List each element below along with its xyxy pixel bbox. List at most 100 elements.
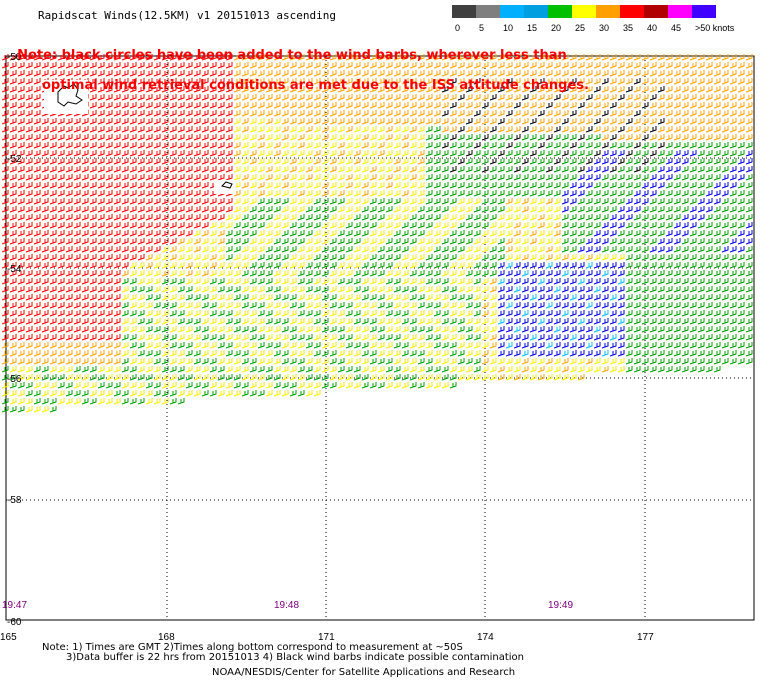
wind-barb	[145, 310, 153, 317]
wind-barb	[481, 166, 489, 173]
wind-barb	[57, 134, 65, 141]
wind-barb	[281, 334, 289, 341]
wind-barb	[385, 206, 393, 213]
wind-barb	[201, 350, 209, 357]
wind-barb	[353, 318, 361, 325]
wind-barb	[425, 94, 433, 101]
wind-barb	[241, 62, 249, 69]
wind-barb	[169, 254, 177, 261]
wind-barb	[641, 70, 649, 77]
wind-barb	[697, 302, 705, 309]
wind-barb	[713, 358, 721, 365]
wind-barb	[273, 134, 281, 141]
wind-barb	[481, 318, 489, 325]
wind-barb	[305, 94, 313, 101]
wind-barb	[57, 54, 65, 61]
wind-barb	[513, 174, 521, 181]
wind-barb	[665, 174, 673, 181]
wind-barb	[521, 150, 529, 157]
wind-barb	[33, 94, 41, 101]
wind-barb	[89, 350, 97, 357]
wind-barb	[545, 310, 553, 317]
wind-barb	[97, 270, 105, 277]
wind-barb	[233, 214, 241, 221]
wind-barb	[641, 86, 649, 93]
wind-barb	[153, 342, 161, 349]
wind-barb	[1, 278, 9, 285]
wind-barb	[289, 150, 297, 157]
wind-barb	[393, 326, 401, 333]
wind-barb	[361, 142, 369, 149]
wind-barb	[321, 374, 329, 381]
wind-barb	[273, 342, 281, 349]
wind-barb	[249, 190, 257, 197]
wind-barb	[177, 310, 185, 317]
wind-barb	[569, 294, 577, 301]
wind-barb	[65, 366, 73, 373]
wind-barb	[665, 214, 673, 221]
wind-barb	[33, 358, 41, 365]
wind-barb	[649, 54, 657, 61]
wind-barb	[41, 294, 49, 301]
wind-barb	[681, 326, 689, 333]
wind-barb	[729, 222, 737, 229]
wind-barb	[721, 54, 729, 61]
wind-barb	[153, 174, 161, 181]
wind-barb	[473, 310, 481, 317]
wind-barb	[505, 142, 513, 149]
wind-barb	[385, 246, 393, 253]
wind-barb	[465, 278, 473, 285]
wind-barb	[217, 158, 225, 165]
wind-barb	[393, 214, 401, 221]
wind-barb	[545, 326, 553, 333]
wind-barb	[153, 94, 161, 101]
wind-barb	[297, 158, 305, 165]
wind-barb	[321, 166, 329, 173]
wind-barb	[537, 126, 545, 133]
wind-barb	[193, 78, 201, 85]
wind-barb	[465, 110, 473, 117]
wind-barb	[665, 294, 673, 301]
wind-barb	[49, 366, 57, 373]
wind-barb	[665, 230, 673, 237]
wind-barb	[729, 294, 737, 301]
wind-barb	[465, 270, 473, 277]
wind-barb	[369, 70, 377, 77]
wind-barb	[233, 326, 241, 333]
wind-barb	[705, 350, 713, 357]
wind-barb	[281, 126, 289, 133]
wind-barb	[241, 326, 249, 333]
wind-barb	[225, 246, 233, 253]
wind-barb	[625, 190, 633, 197]
wind-barb	[249, 206, 257, 213]
wind-barb	[57, 278, 65, 285]
wind-barb	[273, 182, 281, 189]
wind-barb	[185, 238, 193, 245]
wind-barb	[81, 150, 89, 157]
wind-barb	[73, 142, 81, 149]
wind-barb	[257, 286, 265, 293]
wind-barb	[169, 334, 177, 341]
wind-barb	[657, 286, 665, 293]
wind-barb	[233, 318, 241, 325]
wind-barb	[305, 358, 313, 365]
wind-barb	[473, 78, 481, 85]
wind-barb	[465, 126, 473, 133]
wind-barb	[425, 214, 433, 221]
wind-barb	[353, 358, 361, 365]
wind-barb	[633, 142, 641, 149]
wind-barb	[17, 214, 25, 221]
wind-barb	[737, 142, 745, 149]
wind-barb	[273, 326, 281, 333]
wind-barb	[177, 294, 185, 301]
wind-barb	[505, 318, 513, 325]
wind-barb	[745, 278, 753, 285]
wind-barb	[377, 294, 385, 301]
wind-barb	[217, 238, 225, 245]
wind-barb	[249, 214, 257, 221]
wind-barb	[617, 286, 625, 293]
wind-barb	[369, 214, 377, 221]
wind-barb	[225, 110, 233, 117]
wind-barb	[401, 310, 409, 317]
wind-barb	[721, 238, 729, 245]
